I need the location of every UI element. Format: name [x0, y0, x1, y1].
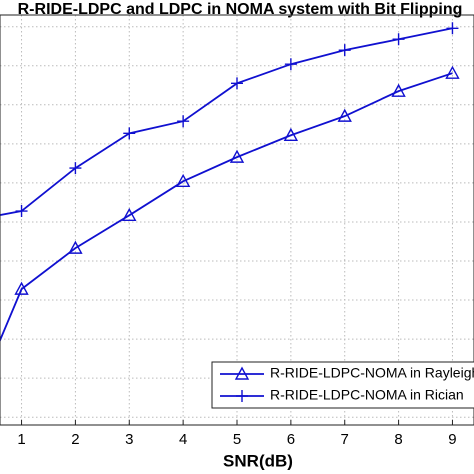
axes-box	[0, 14, 474, 426]
marker	[338, 44, 351, 57]
marker	[229, 149, 245, 163]
legend: R-RIDE-LDPC-NOMA in Rayleigh R-RIDE-LDPC-…	[211, 361, 474, 409]
x-tick-label: 5	[233, 431, 241, 448]
marker	[68, 240, 83, 254]
x-tick-label: 3	[125, 431, 133, 448]
x-tick-label: 7	[341, 431, 349, 448]
legend-label: R-RIDE-LDPC-NOMA in Rayleigh	[270, 365, 474, 381]
marker	[446, 22, 459, 35]
marker	[69, 162, 82, 175]
legend-label: R-RIDE-LDPC-NOMA in Rician	[270, 387, 464, 403]
marker	[337, 108, 352, 122]
x-tick-label: 4	[179, 431, 187, 448]
marker	[15, 205, 28, 218]
marker	[175, 173, 191, 188]
marker	[391, 83, 406, 97]
marker	[177, 115, 190, 128]
marker	[283, 127, 299, 141]
legend-box	[211, 361, 474, 409]
marker	[284, 58, 297, 71]
marker	[14, 281, 29, 295]
chart-title: R-RIDE-LDPC and LDPC in NOMA system with…	[18, 1, 463, 18]
x-tick-label: 9	[448, 431, 456, 448]
x-axis-label: SNR(dB)	[223, 451, 293, 470]
series-line	[0, 72, 453, 343]
marker	[123, 127, 136, 140]
x-tick-label: 1	[17, 431, 25, 448]
series-line	[0, 27, 453, 216]
x-tick-label: 2	[71, 431, 79, 448]
marker	[236, 390, 248, 402]
marker	[445, 65, 460, 79]
x-tick-label: 6	[287, 431, 295, 448]
marker	[234, 366, 250, 380]
x-tick-label: 8	[394, 431, 402, 448]
plot-area	[0, 22, 460, 343]
marker	[122, 207, 137, 222]
marker	[231, 77, 243, 90]
marker	[392, 33, 405, 46]
